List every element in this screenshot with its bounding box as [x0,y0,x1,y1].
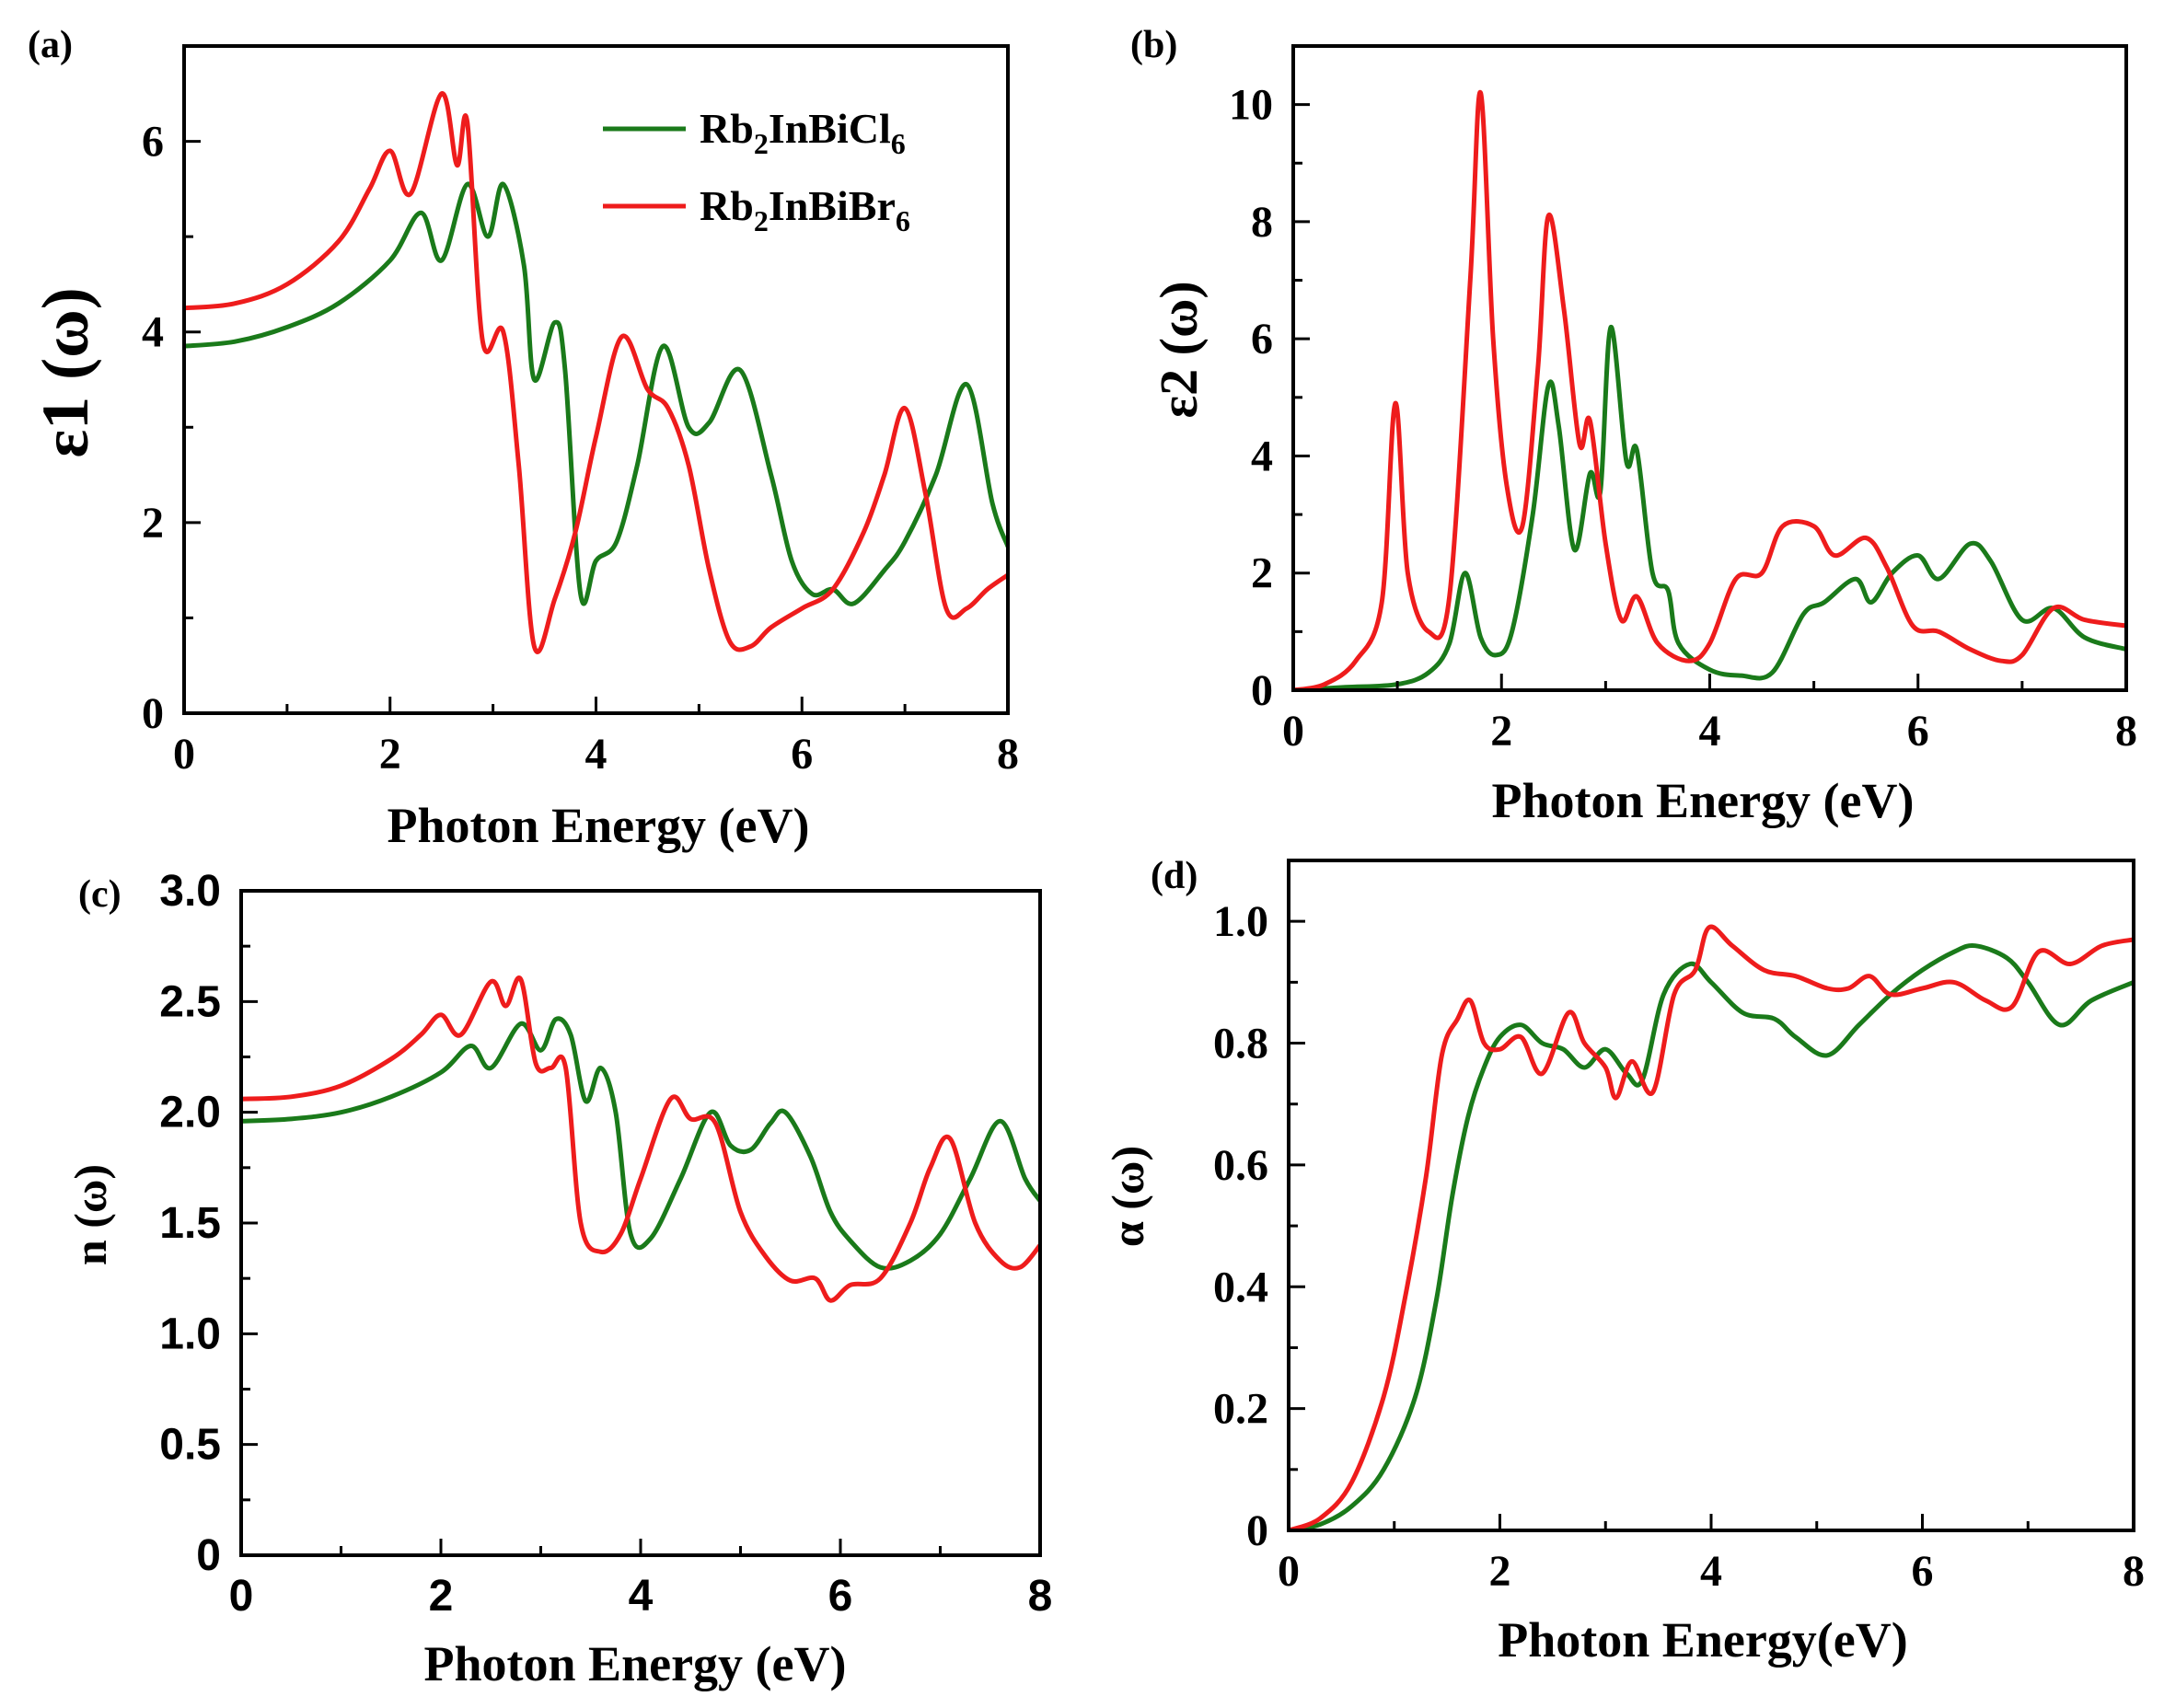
y-tick-label-d: 0.2 [1213,1385,1268,1434]
y-tick-label-c: 3.0 [159,867,221,916]
y-tick-label-a: 6 [142,118,164,167]
panel-d: (d) 0 2 4 6 8 0 0.2 0.4 0.6 0.8 1.0 α (ω) Photon E… [1102,855,2145,1668]
series-line-c-br [241,975,1040,1303]
y-tick-label-b: 8 [1251,198,1273,247]
y-tick-label-b: 2 [1251,549,1273,598]
panel-a-plot: 0 2 4 6 8 0 2 4 6 [142,44,1019,779]
panel-d-plot: 0 2 4 6 8 0 0.2 0.4 0.6 0.8 1.0 [1213,859,2145,1596]
y-tick-label-d: 0.4 [1213,1263,1268,1311]
panel-b-plot: 0 2 4 6 8 0 2 4 6 8 10 [1229,44,2137,756]
y-tick-label-a: 2 [142,499,164,548]
x-tick-label-d: 4 [1700,1547,1722,1596]
panel-b-ylabel: ε2 (ω) [1149,281,1209,418]
x-tick-label-b: 6 [1907,707,1929,756]
series-line-d-br [1289,924,2134,1530]
y-tick-label-c: 0.5 [159,1421,221,1470]
panel-d-xlabel: Photon Energy(eV) [1498,1612,1907,1668]
x-tick-label-c: 2 [429,1572,454,1621]
x-tick-label-b: 8 [2115,707,2137,756]
plot-frame-b [1291,44,2128,692]
panel-label-c: (c) [78,873,122,916]
y-tick-label-b: 10 [1229,81,1273,130]
y-tick-label-c: 1.0 [159,1310,221,1358]
series-line-c-cl [241,1016,1040,1271]
x-tick-label-c: 8 [1028,1572,1053,1621]
panel-a-ylabel: ε1 (ω) [29,287,102,457]
x-tick-label-b: 4 [1699,707,1721,756]
y-tick-label-c: 1.5 [159,1199,221,1248]
x-tick-label-d: 0 [1278,1547,1300,1596]
y-tick-label-c: 0 [196,1531,221,1580]
plot-frame-c [239,889,1042,1557]
x-tick-label-a: 0 [173,730,195,779]
x-tick-label-b: 0 [1282,707,1304,756]
plot-frame-d [1287,859,2135,1532]
series-line-a-br [184,91,1008,655]
panel-b-xlabel: Photon Energy (eV) [1492,773,1915,828]
panel-label-b: (b) [1130,24,1177,66]
y-tick-label-c: 2.0 [159,1089,221,1137]
x-tick-label-d: 8 [2123,1547,2145,1596]
series-line-b-cl [1293,324,2126,690]
x-tick-label-d: 2 [1489,1547,1511,1596]
x-tick-label-a: 6 [791,730,813,779]
x-tick-label-d: 6 [1912,1547,1934,1596]
x-tick-label-c: 0 [229,1572,254,1621]
y-tick-label-d: 0.6 [1213,1141,1268,1190]
panel-b: (b) 0 2 4 6 8 0 2 4 6 8 10 ε2 (ω) Photon Energy (e… [1130,24,2137,828]
y-tick-label-a: 4 [142,308,164,357]
panel-a-xlabel: Photon Energy (eV) [388,798,810,853]
y-tick-label-b: 6 [1251,315,1273,364]
series-line-a-cl [184,181,1008,606]
legend: Rb2InBiCl6 Rb2InBiBr6 [603,105,910,237]
x-tick-label-a: 8 [997,730,1019,779]
x-tick-label-a: 2 [379,730,401,779]
series-line-b-br [1293,89,2126,690]
legend-label-cl: Rb2InBiCl6 [700,105,906,160]
x-tick-label-b: 2 [1490,707,1512,756]
panel-c-plot: 0 2 4 6 8 0 0.5 1.0 1.5 2.0 2.5 3.0 [159,867,1052,1621]
panel-c-xlabel: Photon Energy (eV) [424,1636,847,1691]
y-tick-label-d: 0 [1246,1506,1268,1555]
y-tick-label-b: 0 [1251,666,1273,715]
y-tick-label-c: 2.5 [159,977,221,1026]
panel-c-ylabel: n (ω) [64,1164,116,1265]
legend-label-br: Rb2InBiBr6 [700,182,910,237]
y-tick-label-b: 4 [1251,432,1273,480]
panel-d-ylabel: α (ω) [1102,1146,1153,1247]
x-tick-label-c: 6 [828,1572,853,1621]
y-tick-label-d: 0.8 [1213,1020,1268,1068]
y-tick-label-d: 1.0 [1213,897,1268,946]
y-tick-label-a: 0 [142,689,164,738]
panel-c: (c) 0 2 4 6 8 0 0.5 1.0 1.5 2.0 2.5 3.0 n (ω) Photo… [64,867,1052,1691]
x-tick-label-a: 4 [585,730,608,779]
panel-label-a: (a) [28,24,73,66]
panel-label-d: (d) [1151,855,1198,897]
x-tick-label-c: 4 [629,1572,654,1621]
